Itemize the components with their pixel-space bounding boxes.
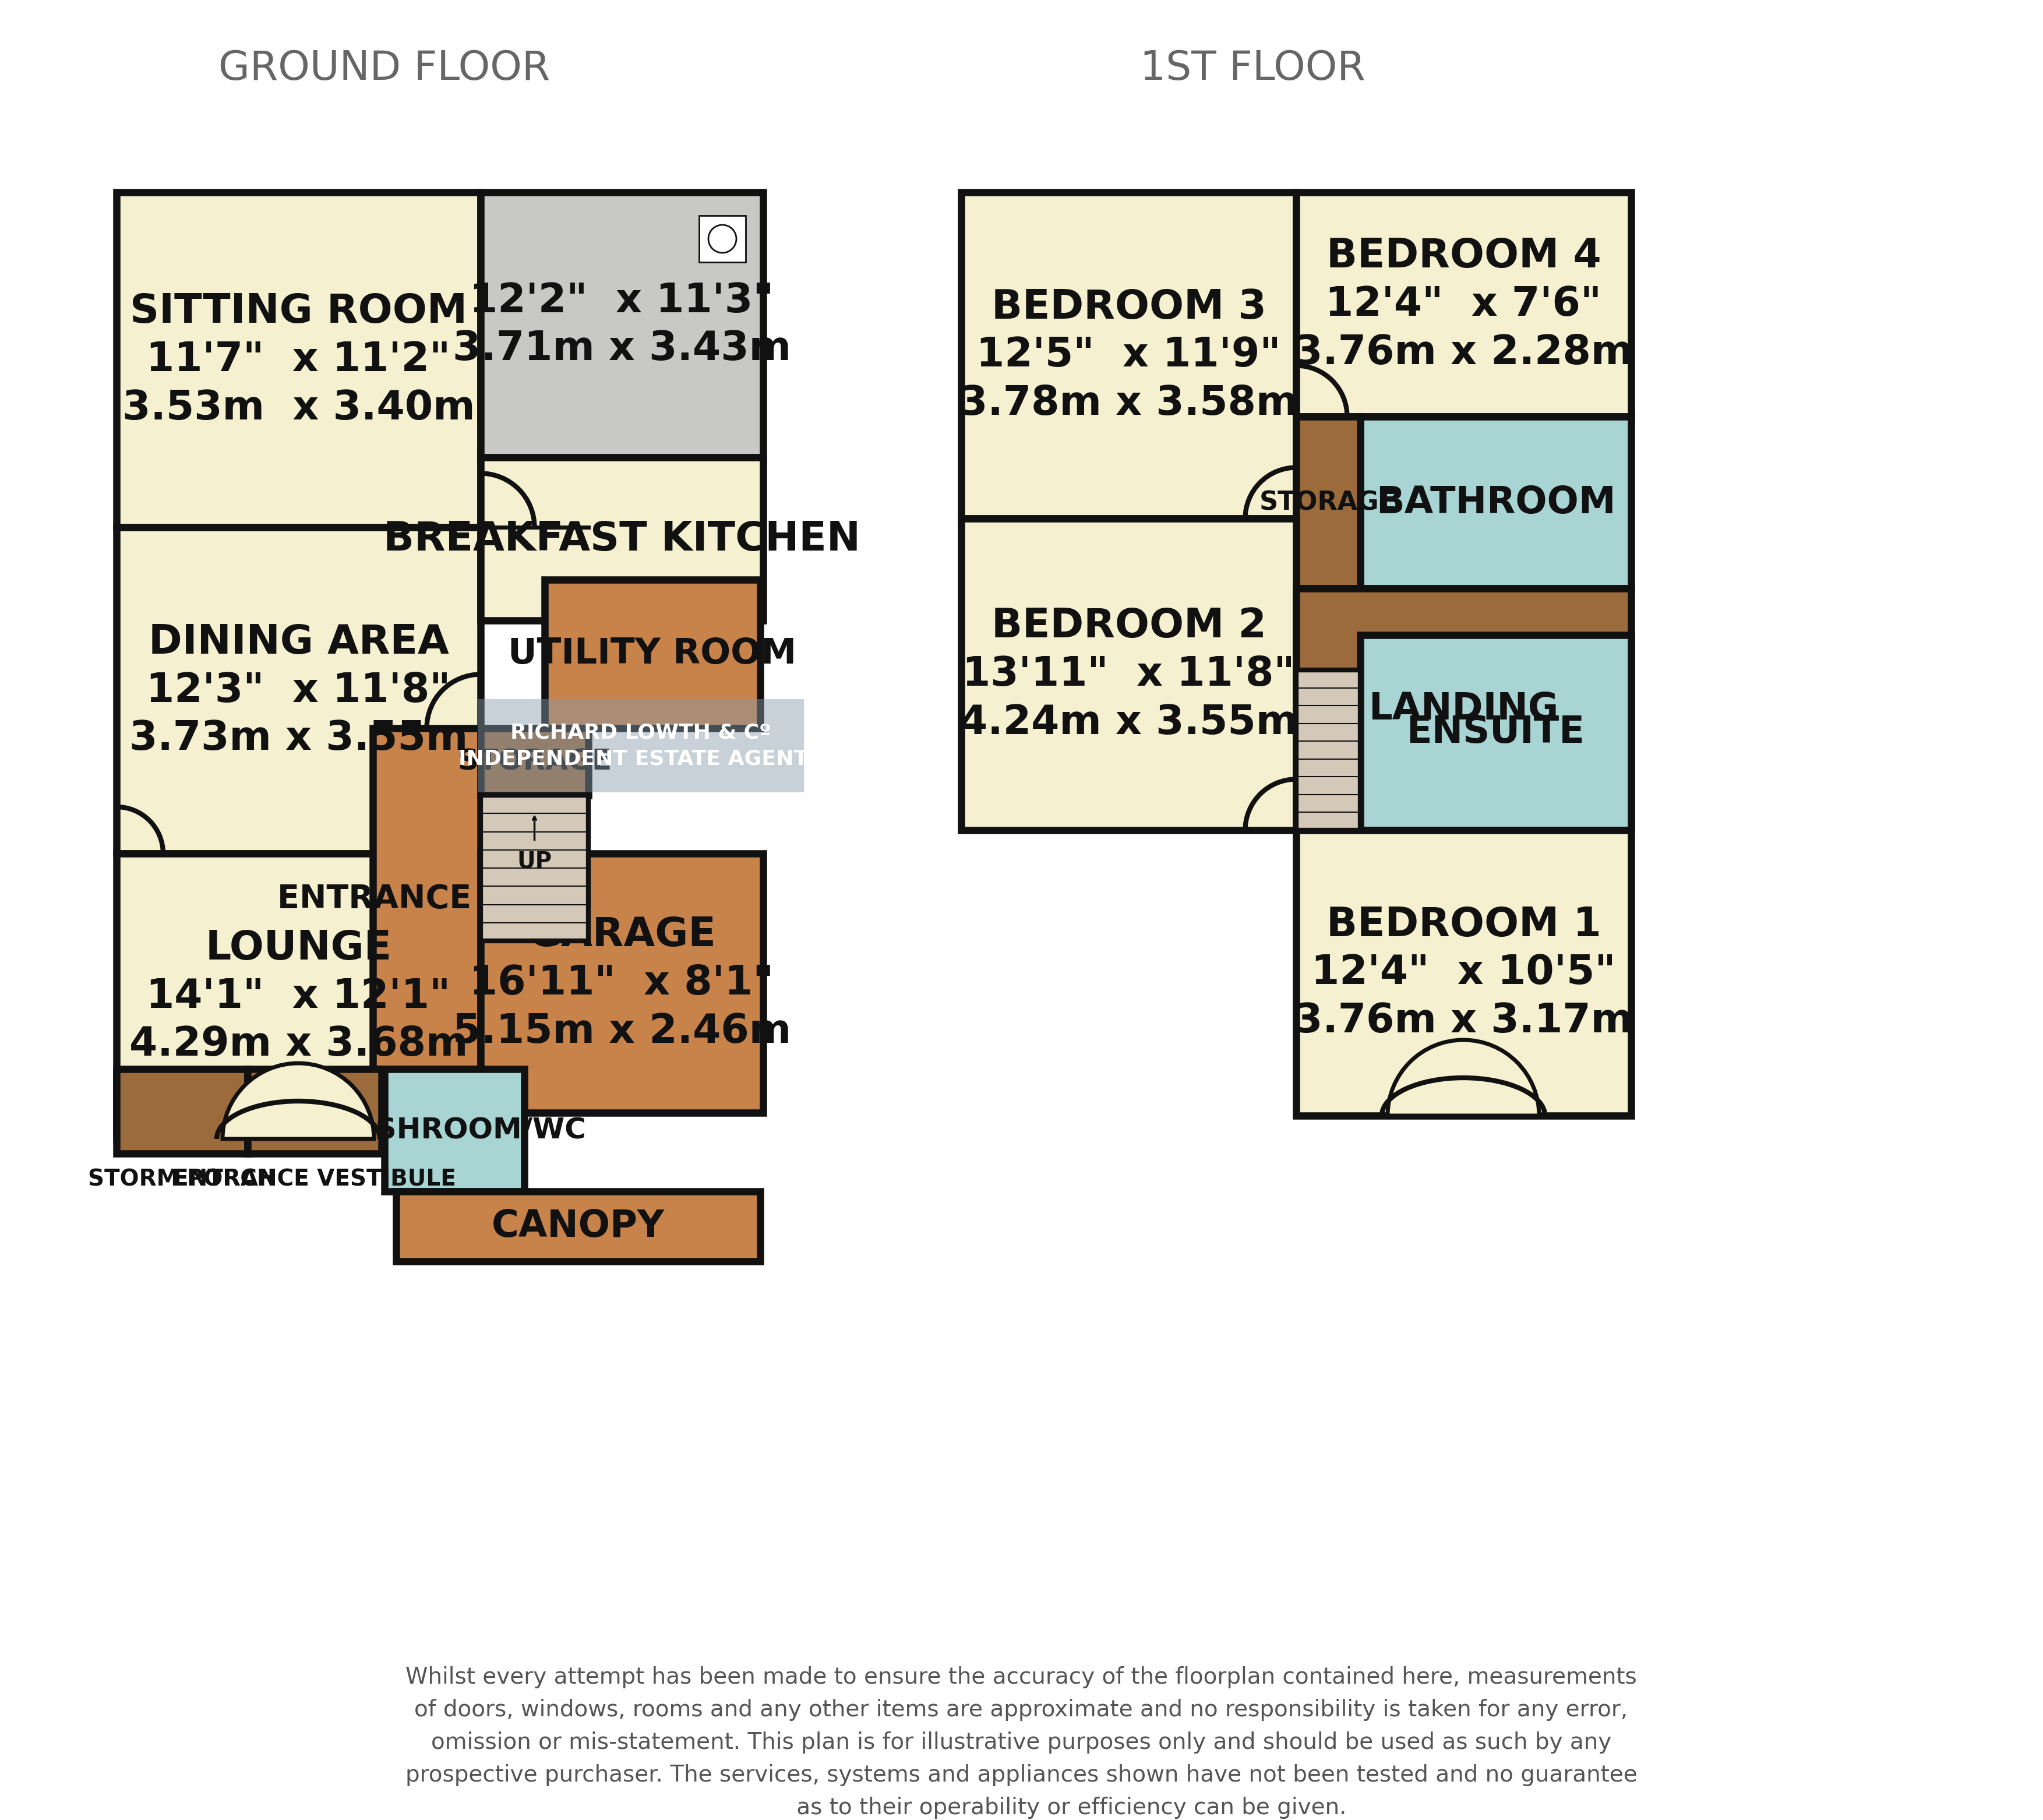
Text: STORAGE: STORAGE (1258, 490, 1397, 515)
Text: BEDROOM 2
13'11"  x 11'8"
4.24m x 3.55m: BEDROOM 2 13'11" x 11'8" 4.24m x 3.55m (960, 606, 1297, 743)
Bar (480, 854, 764, 1112)
Bar (1361, 635, 1630, 830)
Text: Whilst every attempt has been made to ensure the accuracy of the floorplan conta: Whilst every attempt has been made to en… (405, 1665, 1636, 1820)
Bar (372, 728, 480, 1068)
Text: BEDROOM 3
12'5"  x 11'9"
3.78m x 3.58m: BEDROOM 3 12'5" x 11'9" 3.78m x 3.58m (960, 288, 1297, 424)
Bar (480, 457, 764, 621)
Text: STORAGE: STORAGE (458, 748, 611, 775)
Wedge shape (223, 1063, 374, 1139)
Bar (1295, 670, 1361, 830)
Text: CANOPY: CANOPY (492, 1208, 664, 1245)
Text: BATHROOM: BATHROOM (1375, 484, 1616, 521)
Text: LANDING: LANDING (1369, 692, 1559, 728)
Bar (480, 795, 588, 941)
Text: ENTRANCE VESTIBULE: ENTRANCE VESTIBULE (174, 1168, 456, 1190)
Text: WASHROOM/WC: WASHROOM/WC (323, 1116, 586, 1145)
Text: BEDROOM 4
12'4"  x 7'6"
3.76m x 2.28m: BEDROOM 4 12'4" x 7'6" 3.76m x 2.28m (1295, 237, 1632, 373)
Text: UP: UP (517, 850, 552, 874)
Text: ENTRANCE HALL: ENTRANCE HALL (278, 883, 576, 914)
Text: GARAGE
16'11"  x 8'1"
5.15m x 2.46m: GARAGE 16'11" x 8'1" 5.15m x 2.46m (454, 915, 791, 1050)
Bar (116, 854, 480, 1139)
Bar (480, 193, 764, 457)
Text: 12'2"  x 11'3"
3.71m x 3.43m: 12'2" x 11'3" 3.71m x 3.43m (454, 280, 791, 368)
Bar (1361, 417, 1630, 588)
Text: LOUNGE
14'1"  x 12'1"
4.29m x 3.68m: LOUNGE 14'1" x 12'1" 4.29m x 3.68m (129, 928, 468, 1065)
Bar (480, 728, 588, 795)
Text: BEDROOM 1
12'4"  x 10'5"
3.76m x 3.17m: BEDROOM 1 12'4" x 10'5" 3.76m x 3.17m (1295, 905, 1632, 1041)
Bar (1295, 417, 1361, 588)
Text: STORM PORCH: STORM PORCH (88, 1168, 276, 1190)
Bar (960, 519, 1295, 830)
Text: UTILITY ROOM: UTILITY ROOM (509, 637, 797, 672)
Bar (116, 1068, 247, 1154)
Text: GROUND FLOOR: GROUND FLOOR (219, 49, 550, 87)
Bar (396, 1192, 760, 1261)
Bar (384, 1068, 525, 1192)
Bar (960, 193, 1295, 519)
Bar (116, 193, 480, 528)
Bar (1295, 588, 1630, 830)
Text: ENSUITE: ENSUITE (1406, 715, 1585, 750)
Bar (699, 215, 746, 262)
Bar (1295, 193, 1630, 417)
Text: DINING AREA
12'3"  x 11'8"
3.73m x 3.55m: DINING AREA 12'3" x 11'8" 3.73m x 3.55m (129, 622, 468, 759)
Bar (247, 1068, 382, 1154)
Bar (478, 699, 803, 792)
Bar (1295, 830, 1630, 1116)
Text: SITTING ROOM
11'7"  x 11'2"
3.53m  x 3.40m: SITTING ROOM 11'7" x 11'2" 3.53m x 3.40m (123, 291, 474, 428)
Bar (545, 581, 760, 728)
Text: BREAKFAST KITCHEN: BREAKFAST KITCHEN (384, 519, 860, 559)
Bar (116, 528, 480, 854)
Text: 1ST FLOOR: 1ST FLOOR (1140, 49, 1365, 87)
Text: RICHARD LOWTH & Cº
INDEPENDENT ESTATE AGENTS: RICHARD LOWTH & Cº INDEPENDENT ESTATE AG… (458, 723, 823, 768)
Wedge shape (1387, 1039, 1538, 1116)
